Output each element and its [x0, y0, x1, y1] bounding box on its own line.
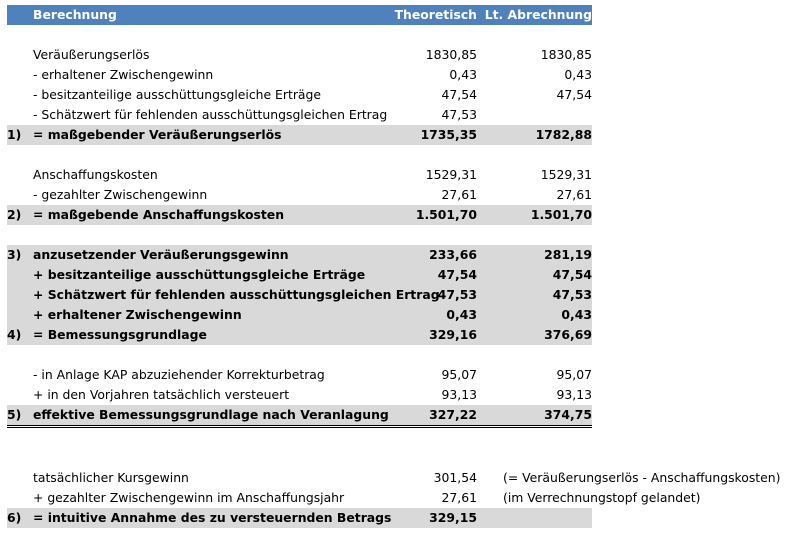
- row-theoretisch: 27,61: [441, 490, 477, 505]
- row-abrechnung: 47,54: [552, 267, 592, 282]
- row-label: effektive Bemessungsgrundlage nach Veran…: [33, 407, 389, 422]
- row-number: [7, 45, 29, 65]
- subtotal-row: 1) = maßgebender Veräußerungserlös 1735,…: [7, 125, 592, 145]
- row-theoretisch: 0,43: [449, 67, 477, 82]
- row-number: [7, 165, 29, 185]
- row-label: = intuitive Annahme des zu versteuernden…: [33, 510, 392, 525]
- row-theoretisch: 0,43: [446, 307, 477, 322]
- row-abrechnung: 376,69: [544, 327, 592, 342]
- table-row: - in Anlage KAP abzuziehender Korrekturb…: [7, 365, 592, 385]
- row-abrechnung: 0,43: [561, 307, 592, 322]
- row-theoretisch: 93,13: [441, 387, 477, 402]
- row-number: 4): [7, 327, 22, 342]
- row-abrechnung: 27,61: [556, 187, 592, 202]
- header-label: Berechnung: [33, 7, 117, 22]
- row-theoretisch: 329,16: [429, 327, 477, 342]
- total-row: 6) = intuitive Annahme des zu versteuern…: [7, 508, 592, 528]
- row-label: = Bemessungsgrundlage: [33, 327, 207, 342]
- row-number: [7, 85, 29, 105]
- row-label: + gezahlter Zwischengewinn im Anschaffun…: [33, 490, 345, 505]
- table-row: + erhaltener Zwischengewinn 0,43 0,43: [7, 305, 592, 325]
- row-theoretisch: 301,54: [433, 470, 477, 485]
- row-theoretisch: 1.501,70: [415, 207, 477, 222]
- table-row: tatsächlicher Kursgewinn 301,54: [7, 468, 592, 488]
- row-number: [7, 105, 29, 125]
- row-theoretisch: 47,54: [441, 87, 477, 102]
- table-row: - gezahlter Zwischengewinn 27,61 27,61: [7, 185, 592, 205]
- double-underline: [7, 425, 592, 428]
- row-theoretisch: 1529,31: [425, 167, 477, 182]
- table-row: - Schätzwert für fehlenden ausschüttungs…: [7, 105, 592, 125]
- row-number: [7, 488, 29, 508]
- row-theoretisch: 233,66: [429, 247, 477, 262]
- row-abrechnung: 1.501,70: [530, 207, 592, 222]
- table-row: - besitzanteilige ausschüttungsgleiche E…: [7, 85, 592, 105]
- header-theoretisch: Theoretisch: [394, 7, 477, 22]
- row-theoretisch: 47,53: [437, 287, 477, 302]
- row-number: [7, 385, 29, 405]
- row-abrechnung: 281,19: [544, 247, 592, 262]
- row-abrechnung: 47,54: [556, 87, 592, 102]
- row-theoretisch: 1735,35: [420, 127, 477, 142]
- row-label: - besitzanteilige ausschüttungsgleiche E…: [33, 87, 322, 102]
- row-abrechnung: 95,07: [556, 367, 592, 382]
- table-row: Veräußerungserlös 1830,85 1830,85: [7, 45, 592, 65]
- subtotal-row: 2) = maßgebende Anschaffungskosten 1.501…: [7, 205, 592, 225]
- row-number: [7, 468, 29, 488]
- row-abrechnung: 1529,31: [540, 167, 592, 182]
- row-abrechnung: 374,75: [544, 407, 592, 422]
- row-label: Anschaffungskosten: [33, 167, 158, 182]
- row-theoretisch: 327,22: [429, 407, 477, 422]
- table-row: 3) anzusetzender Veräußerungsgewinn 233,…: [7, 245, 592, 265]
- row-number: [7, 285, 29, 305]
- table-row: + Schätzwert für fehlenden ausschüttungs…: [7, 285, 592, 305]
- table-row: + in den Vorjahren tatsächlich versteuer…: [7, 385, 592, 405]
- row-label: anzusetzender Veräußerungsgewinn: [33, 247, 289, 262]
- header-abrechnung: Lt. Abrechnung: [484, 7, 592, 22]
- row-abrechnung: 1782,88: [535, 127, 592, 142]
- note-kursgewinn: (= Veräußerungserlös - Anschaffungskoste…: [503, 470, 781, 485]
- table-row: + gezahlter Zwischengewinn im Anschaffun…: [7, 488, 592, 508]
- row-label: - erhaltener Zwischengewinn: [33, 67, 214, 82]
- row-label: Veräußerungserlös: [33, 47, 150, 62]
- row-label: - gezahlter Zwischengewinn: [33, 187, 208, 202]
- row-number: [7, 65, 29, 85]
- row-label: - Schätzwert für fehlenden ausschüttungs…: [33, 107, 388, 122]
- row-number: 1): [7, 127, 22, 142]
- row-theoretisch: 329,15: [429, 510, 477, 525]
- subtotal-row: 4) = Bemessungsgrundlage 329,16 376,69: [7, 325, 592, 345]
- row-number: [7, 305, 29, 325]
- row-theoretisch: 47,54: [437, 267, 477, 282]
- note-zwischengewinn: (im Verrechnungstopf gelandet): [503, 490, 701, 505]
- row-label: + in den Vorjahren tatsächlich versteuer…: [33, 387, 290, 402]
- total-row: 5) effektive Bemessungsgrundlage nach Ve…: [7, 405, 592, 425]
- row-label: = maßgebender Veräußerungserlös: [33, 127, 282, 142]
- row-abrechnung: 47,53: [552, 287, 592, 302]
- row-label: tatsächlicher Kursgewinn: [33, 470, 189, 485]
- table-row: - erhaltener Zwischengewinn 0,43 0,43: [7, 65, 592, 85]
- row-number: 3): [7, 247, 22, 262]
- row-theoretisch: 95,07: [441, 367, 477, 382]
- row-abrechnung: 0,43: [564, 67, 592, 82]
- row-theoretisch: 27,61: [441, 187, 477, 202]
- row-abrechnung: 1830,85: [540, 47, 592, 62]
- table-row: Anschaffungskosten 1529,31 1529,31: [7, 165, 592, 185]
- row-label: + Schätzwert für fehlenden ausschüttungs…: [33, 287, 440, 302]
- table-header: Berechnung Theoretisch Lt. Abrechnung: [7, 5, 592, 25]
- row-abrechnung: 93,13: [556, 387, 592, 402]
- table-row: + besitzanteilige ausschüttungsgleiche E…: [7, 265, 592, 285]
- row-label: + erhaltener Zwischengewinn: [33, 307, 242, 322]
- row-number: [7, 185, 29, 205]
- row-number: 5): [7, 407, 22, 422]
- row-number: 2): [7, 207, 22, 222]
- row-label: + besitzanteilige ausschüttungsgleiche E…: [33, 267, 366, 282]
- row-number: [7, 265, 29, 285]
- row-theoretisch: 47,53: [441, 107, 477, 122]
- row-label: - in Anlage KAP abzuziehender Korrekturb…: [33, 367, 325, 382]
- row-number: [7, 365, 29, 385]
- row-label: = maßgebende Anschaffungskosten: [33, 207, 285, 222]
- row-theoretisch: 1830,85: [425, 47, 477, 62]
- row-number: 6): [7, 510, 22, 525]
